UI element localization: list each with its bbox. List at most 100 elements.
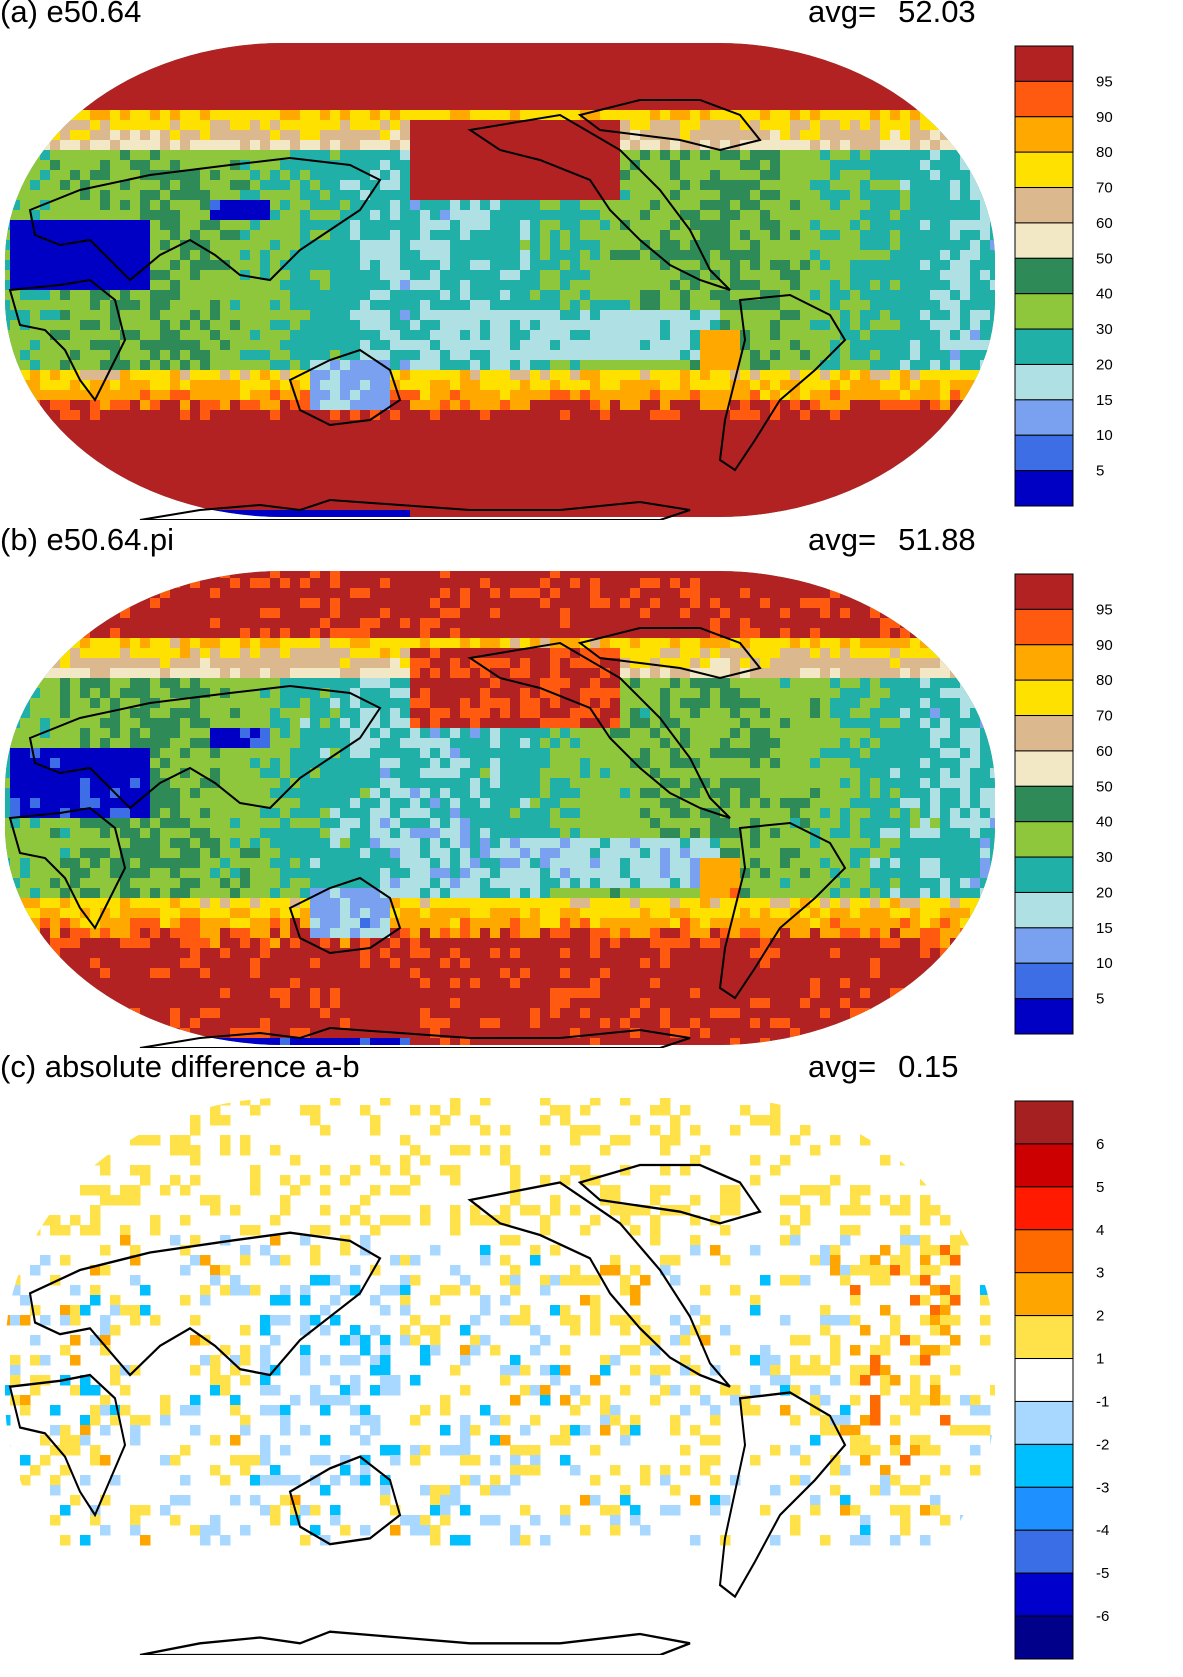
heatmap-cell xyxy=(840,490,851,501)
heatmap-cell xyxy=(600,170,611,181)
heatmap-cell xyxy=(70,380,81,391)
heatmap-cell xyxy=(360,210,371,221)
heatmap-cell xyxy=(940,480,951,491)
heatmap-cell xyxy=(240,250,251,261)
heatmap-cell xyxy=(880,460,891,471)
heatmap-cell xyxy=(570,260,581,271)
heatmap-cell xyxy=(600,250,611,261)
heatmap-cell xyxy=(20,160,31,171)
coastline xyxy=(8,278,127,402)
heatmap-cell xyxy=(850,190,861,201)
heatmap-cell xyxy=(900,410,911,421)
heatmap-cell xyxy=(120,450,131,461)
heatmap-cell xyxy=(640,160,651,171)
heatmap-cell xyxy=(630,460,641,471)
heatmap-cell xyxy=(570,290,581,301)
heatmap-cell xyxy=(790,280,801,291)
heatmap-cell xyxy=(70,140,81,151)
heatmap-cell xyxy=(510,200,521,211)
heatmap-cell xyxy=(230,200,241,211)
heatmap-cell xyxy=(440,120,451,131)
heatmap-cell xyxy=(270,90,281,101)
heatmap-cell xyxy=(850,260,861,271)
heatmap-cell xyxy=(660,270,671,281)
heatmap-cell xyxy=(160,90,171,101)
heatmap-cell xyxy=(800,360,811,371)
heatmap-cell xyxy=(690,230,701,241)
heatmap-cell xyxy=(490,190,501,201)
heatmap-cell xyxy=(890,230,901,241)
heatmap-cell xyxy=(90,250,101,261)
heatmap-cell xyxy=(340,80,351,91)
heatmap-cell xyxy=(970,110,981,121)
heatmap-cell xyxy=(480,260,491,271)
heatmap-cell xyxy=(330,50,341,61)
heatmap-cell xyxy=(800,500,811,511)
heatmap-cell xyxy=(510,460,521,471)
colorbar-tick-label: 90 xyxy=(1096,109,1113,126)
heatmap-cell xyxy=(310,270,321,281)
heatmap-cell xyxy=(80,150,91,161)
heatmap-cell xyxy=(10,380,21,391)
heatmap-cell xyxy=(60,290,71,301)
heatmap-cell xyxy=(530,290,541,301)
heatmap-cell xyxy=(870,340,881,351)
heatmap-cell xyxy=(500,290,511,301)
heatmap-cell xyxy=(910,50,921,61)
heatmap-cell xyxy=(70,400,81,411)
heatmap-cell xyxy=(70,200,81,211)
heatmap-cell xyxy=(30,190,41,201)
heatmap-cell xyxy=(220,420,231,431)
heatmap-cell xyxy=(250,100,261,111)
heatmap-cell xyxy=(750,170,761,181)
heatmap-cell xyxy=(5,180,11,191)
heatmap-cell xyxy=(950,260,961,271)
heatmap-cell xyxy=(560,80,571,91)
heatmap-cell xyxy=(230,170,241,181)
heatmap-cell xyxy=(930,180,941,191)
heatmap-cell xyxy=(880,480,891,491)
heatmap-cell xyxy=(920,80,931,91)
heatmap-cell xyxy=(380,430,391,441)
heatmap-cell xyxy=(730,180,741,191)
heatmap-cell xyxy=(790,310,801,321)
heatmap-cell xyxy=(190,60,201,71)
heatmap-cell xyxy=(660,250,671,261)
heatmap-cell xyxy=(60,571,71,579)
heatmap-cell xyxy=(580,160,591,171)
heatmap-cell xyxy=(490,290,501,301)
heatmap-cell xyxy=(520,130,531,141)
heatmap-cell xyxy=(790,50,801,61)
heatmap-cell xyxy=(830,100,841,111)
heatmap-cell xyxy=(380,240,391,251)
heatmap-cell xyxy=(720,290,731,301)
heatmap-cell xyxy=(560,110,571,121)
heatmap-cell xyxy=(70,50,81,61)
heatmap-cell xyxy=(5,270,11,281)
heatmap-cell xyxy=(360,200,371,211)
heatmap-cell xyxy=(660,100,671,111)
heatmap-cell xyxy=(690,180,701,191)
heatmap-cell xyxy=(980,390,991,401)
heatmap-cell xyxy=(910,480,921,491)
heatmap-cell xyxy=(910,110,921,121)
heatmap-cell xyxy=(210,410,221,421)
heatmap-cell xyxy=(40,90,51,101)
heatmap-cell xyxy=(720,430,731,441)
heatmap-cell xyxy=(580,340,591,351)
heatmap-cell xyxy=(740,430,751,441)
heatmap-cell xyxy=(220,290,231,301)
coastlines xyxy=(8,99,847,520)
heatmap-cell xyxy=(860,390,871,401)
heatmap-cell xyxy=(350,430,361,441)
heatmap-cell xyxy=(940,310,951,321)
heatmap-cell xyxy=(930,60,941,71)
heatmap-cell xyxy=(260,70,271,81)
heatmap-cell xyxy=(750,450,761,461)
heatmap-cell xyxy=(390,350,401,361)
heatmap-cell xyxy=(240,480,251,491)
heatmap-cell xyxy=(750,470,761,481)
heatmap-cell xyxy=(250,280,261,291)
heatmap-cell xyxy=(470,440,481,451)
heatmap-cell xyxy=(40,490,51,501)
